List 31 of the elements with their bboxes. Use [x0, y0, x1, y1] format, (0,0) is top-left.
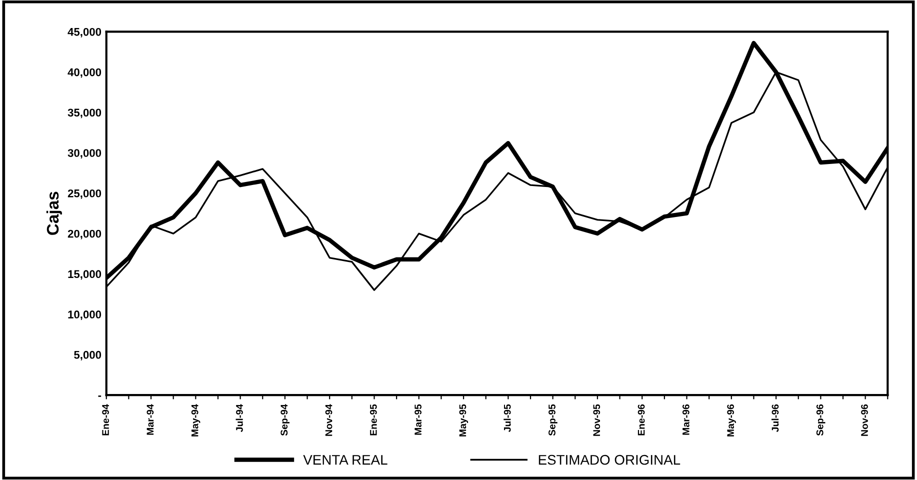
legend-label: ESTIMADO ORIGINAL: [538, 454, 680, 465]
y-tick-label: 10,000: [68, 310, 102, 320]
x-tick-label: Ene-94: [102, 404, 109, 436]
y-tick-label: 20,000: [68, 230, 102, 240]
y-tick-label: 35,000: [68, 108, 102, 118]
x-tick-label: Sep-95: [548, 404, 558, 436]
x-tick-label: Nov-96: [861, 404, 868, 436]
y-tick-label: -: [98, 396, 102, 397]
x-tick-label: Sep-94: [280, 404, 290, 436]
y-axis-title: Cajas: [46, 192, 62, 235]
y-tick-label: 25,000: [68, 189, 102, 199]
x-tick-label: Sep-96: [816, 404, 826, 436]
x-tick-label: Jul-95: [504, 404, 511, 432]
y-tick-label: 15,000: [68, 270, 102, 280]
x-tick-label: Ene-96: [638, 404, 645, 436]
y-tick-label: 45,000: [68, 28, 102, 38]
x-tick-label: Nov-95: [593, 404, 600, 436]
x-tick-label: Jul-94: [236, 404, 243, 432]
x-tick-label: Mar-94: [146, 404, 154, 435]
y-tick-label: 5,000: [74, 350, 102, 360]
x-tick-label: Mar-95: [414, 404, 422, 435]
x-tick-label: May-95: [459, 404, 468, 436]
x-tick-label: Ene-95: [370, 404, 377, 436]
x-tick-label: Jul-96: [772, 404, 779, 432]
x-tick-label: May-94: [191, 404, 200, 436]
legend-label: VENTA REAL: [303, 455, 388, 465]
x-tick-label: Nov-94: [325, 404, 332, 436]
x-tick-label: Mar-96: [682, 404, 690, 435]
y-tick-label: 30,000: [68, 149, 102, 159]
x-tick-label: May-96: [727, 404, 736, 436]
y-tick-label: 40,000: [68, 68, 102, 78]
